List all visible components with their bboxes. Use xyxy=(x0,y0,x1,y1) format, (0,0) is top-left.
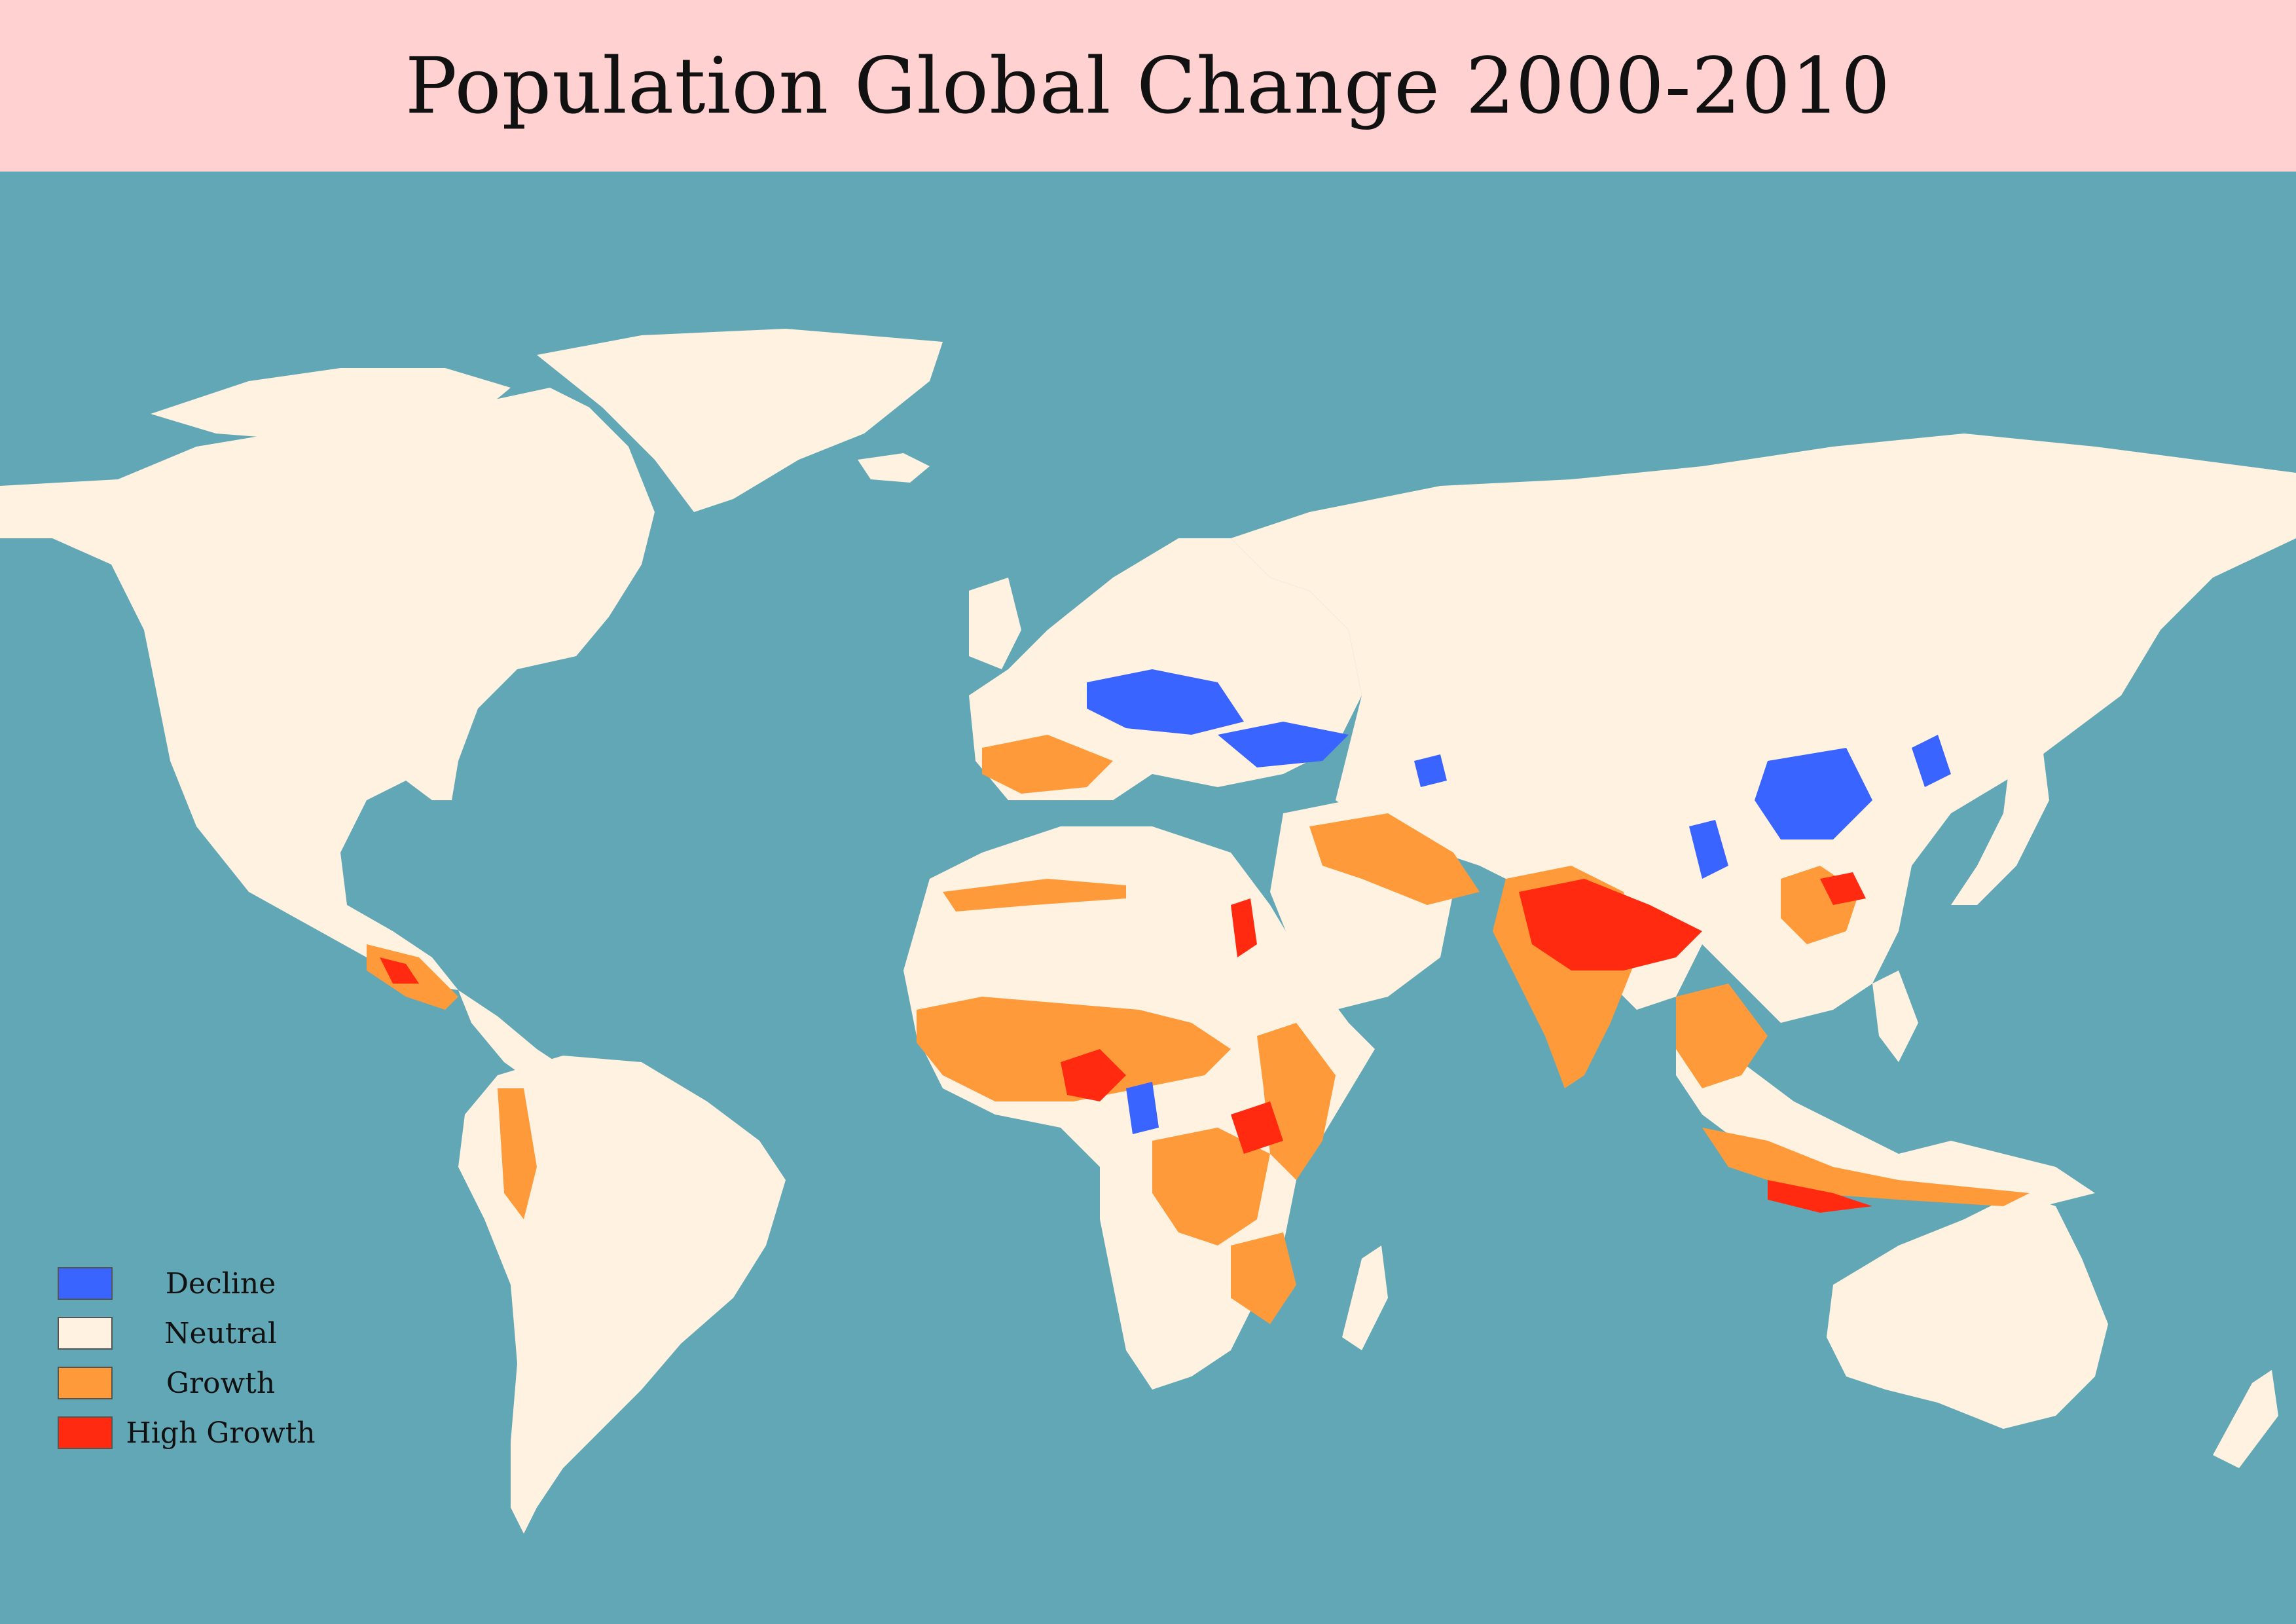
legend-label-neutral: Neutral xyxy=(164,1316,277,1350)
growth-southeast-asia xyxy=(1676,984,1768,1088)
legend-label-high-growth: High Growth xyxy=(126,1416,316,1450)
growth-indonesia xyxy=(1702,1128,2030,1206)
legend-item-high-growth: High Growth xyxy=(58,1408,359,1458)
land-japan xyxy=(1951,748,2049,905)
legend-label-growth: Growth xyxy=(166,1366,276,1400)
land-new-zealand xyxy=(2213,1370,2278,1468)
land-australia xyxy=(1827,1193,2108,1429)
decline-regions xyxy=(1087,669,1951,1134)
decline-pakistan xyxy=(1414,754,1447,787)
growth-middle-east xyxy=(1309,813,1480,905)
legend-item-neutral: Neutral xyxy=(58,1308,359,1358)
land-greenland xyxy=(537,329,943,512)
growth-central-africa xyxy=(1152,1128,1270,1246)
land-north-america xyxy=(0,388,655,990)
land-iceland xyxy=(858,453,930,483)
high-growth-regions xyxy=(380,872,1872,1213)
legend-item-decline: Decline xyxy=(58,1259,359,1308)
title-bar: Population Global Change 2000-2010 xyxy=(0,0,2296,172)
decline-angola xyxy=(1126,1082,1159,1134)
legend-swatch-high-growth xyxy=(58,1416,113,1449)
decline-balkans-caucasus xyxy=(1218,722,1349,767)
land-south-america xyxy=(458,1056,786,1534)
high-growth-central-america xyxy=(380,957,419,984)
decline-myanmar xyxy=(1689,820,1728,879)
legend-label-decline: Decline xyxy=(165,1266,276,1301)
legend: Decline Neutral Growth High Growth xyxy=(58,1259,359,1458)
map-title: Population Global Change 2000-2010 xyxy=(405,41,1891,131)
decline-central-china xyxy=(1755,748,1872,840)
landmasses xyxy=(0,329,2296,1534)
decline-eastern-europe xyxy=(1087,669,1244,735)
high-growth-nigeria xyxy=(1061,1049,1126,1101)
land-asia xyxy=(1231,434,2296,1023)
growth-north-africa xyxy=(943,879,1126,912)
high-growth-great-lakes xyxy=(1231,1101,1283,1154)
high-growth-china-coast xyxy=(1820,872,1866,905)
land-uk xyxy=(969,578,1021,669)
land-madagascar xyxy=(1342,1246,1388,1350)
land-philippines xyxy=(1872,970,1918,1062)
high-growth-nile xyxy=(1231,898,1257,957)
legend-swatch-decline xyxy=(58,1267,113,1300)
growth-southeast-africa xyxy=(1231,1232,1296,1324)
land-arctic-islands xyxy=(151,368,511,440)
growth-europe xyxy=(982,735,1113,794)
legend-item-growth: Growth xyxy=(58,1358,359,1408)
legend-swatch-growth xyxy=(58,1367,113,1399)
decline-korea-japan xyxy=(1912,735,1951,787)
growth-andes xyxy=(498,1088,537,1219)
legend-swatch-neutral xyxy=(58,1317,113,1350)
high-growth-java xyxy=(1768,1180,1872,1213)
world-map[interactable] xyxy=(0,172,2296,1624)
growth-west-africa xyxy=(917,997,1231,1101)
map-area[interactable]: Decline Neutral Growth High Growth xyxy=(0,172,2296,1624)
high-growth-indo-gangetic xyxy=(1519,879,1702,970)
